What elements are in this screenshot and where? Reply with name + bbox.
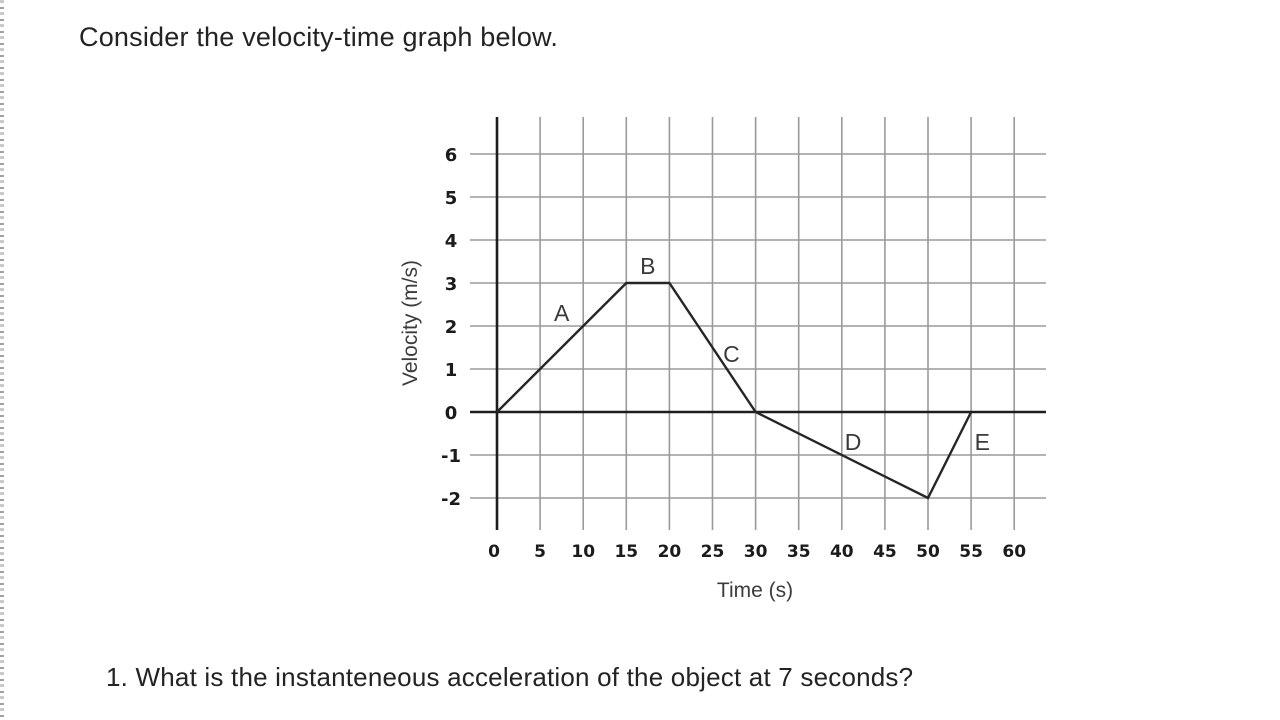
page-title: Consider the velocity-time graph below. bbox=[79, 22, 559, 52]
x-tick-label: 35 bbox=[787, 542, 811, 562]
y-tick-label: 4 bbox=[445, 231, 458, 252]
x-tick-label: 50 bbox=[916, 542, 940, 562]
velocity-line bbox=[496, 281, 973, 500]
question-text: 1. What is the instanteneous acceleratio… bbox=[106, 662, 914, 692]
x-tick-label: 60 bbox=[1002, 542, 1026, 562]
segment-label-e: E bbox=[975, 429, 990, 455]
x-tick-label: 25 bbox=[701, 542, 725, 562]
y-axis-title: Velocity (m/s) bbox=[399, 260, 422, 386]
x-tick-label: 55 bbox=[959, 542, 983, 562]
y-tick-label: 2 bbox=[445, 317, 458, 338]
chart-segment-labels: A B C D E bbox=[554, 253, 990, 455]
x-tick-label: 15 bbox=[614, 542, 638, 562]
y-tick-label: 3 bbox=[445, 274, 458, 295]
y-tick-label: 1 bbox=[445, 360, 458, 381]
x-tick-label: 40 bbox=[830, 542, 854, 562]
x-tick-label: 10 bbox=[571, 542, 595, 562]
x-axis-title: Time (s) bbox=[717, 579, 793, 602]
y-tick-label: 5 bbox=[445, 188, 458, 209]
window-left-edge bbox=[0, 0, 4, 720]
y-tick-label: 6 bbox=[445, 145, 458, 166]
x-tick-label: 5 bbox=[534, 542, 546, 562]
x-tick-label: 30 bbox=[744, 542, 768, 562]
segment-label-b: B bbox=[640, 253, 655, 279]
x-tick-label: 0 bbox=[488, 542, 500, 562]
y-tick-label: 0 bbox=[445, 403, 458, 424]
chart-grid bbox=[470, 117, 1046, 530]
y-tick-label: -1 bbox=[441, 446, 461, 467]
segment-label-d: D bbox=[845, 429, 862, 455]
x-tick-label: 45 bbox=[873, 542, 897, 562]
chart-series bbox=[496, 281, 973, 500]
segment-label-c: C bbox=[723, 341, 740, 367]
segment-label-a: A bbox=[554, 300, 570, 326]
x-tick-label: 20 bbox=[658, 542, 682, 562]
y-tick-label: -2 bbox=[441, 489, 461, 510]
